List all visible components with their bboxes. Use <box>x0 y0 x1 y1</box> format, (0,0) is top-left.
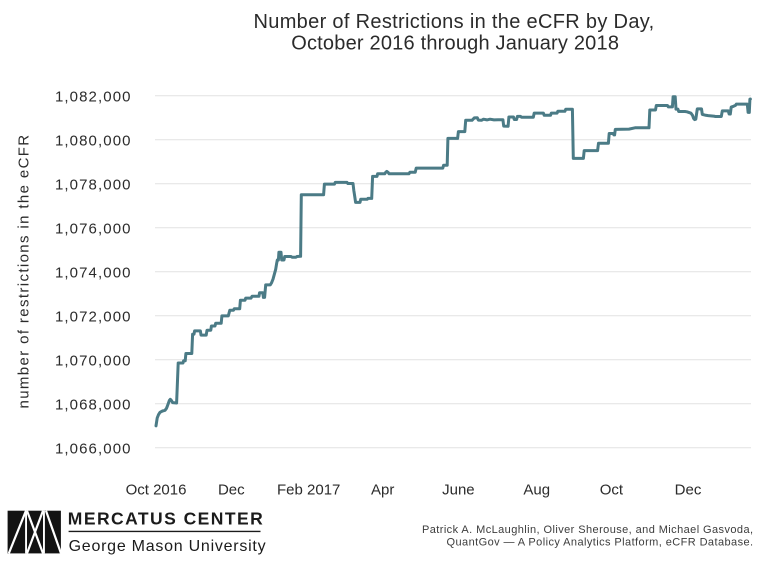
svg-text:1,076,000: 1,076,000 <box>55 220 132 237</box>
svg-text:Patrick A. McLaughlin, Oliver: Patrick A. McLaughlin, Oliver Sherouse, … <box>422 524 754 536</box>
svg-text:October 2016 through January 2: October 2016 through January 2018 <box>291 33 619 55</box>
svg-text:Number of Restrictions in the: Number of Restrictions in the eCFR by Da… <box>254 11 655 33</box>
svg-text:Oct 2016: Oct 2016 <box>126 481 187 498</box>
svg-text:1,080,000: 1,080,000 <box>55 132 132 149</box>
svg-text:1,070,000: 1,070,000 <box>55 352 132 369</box>
svg-text:Apr: Apr <box>371 481 394 498</box>
svg-text:1,072,000: 1,072,000 <box>55 308 132 325</box>
svg-text:Dec: Dec <box>218 481 245 498</box>
svg-text:1,068,000: 1,068,000 <box>55 396 132 413</box>
svg-text:1,082,000: 1,082,000 <box>55 88 132 105</box>
svg-text:MERCATUS CENTER: MERCATUS CENTER <box>68 509 264 529</box>
svg-text:1,066,000: 1,066,000 <box>55 440 132 457</box>
svg-text:1,078,000: 1,078,000 <box>55 176 132 193</box>
svg-text:1,074,000: 1,074,000 <box>55 264 132 281</box>
svg-text:QuantGov — A Policy Analytics: QuantGov — A Policy Analytics Platform, … <box>447 536 754 548</box>
svg-text:Dec: Dec <box>675 481 702 498</box>
svg-text:George Mason University: George Mason University <box>69 538 267 555</box>
svg-text:Aug: Aug <box>523 481 550 498</box>
svg-text:number of restrictions in the: number of restrictions in the eCFR <box>16 133 33 408</box>
svg-text:June: June <box>442 481 475 498</box>
svg-text:Oct: Oct <box>600 481 624 498</box>
svg-text:Feb 2017: Feb 2017 <box>277 481 340 498</box>
